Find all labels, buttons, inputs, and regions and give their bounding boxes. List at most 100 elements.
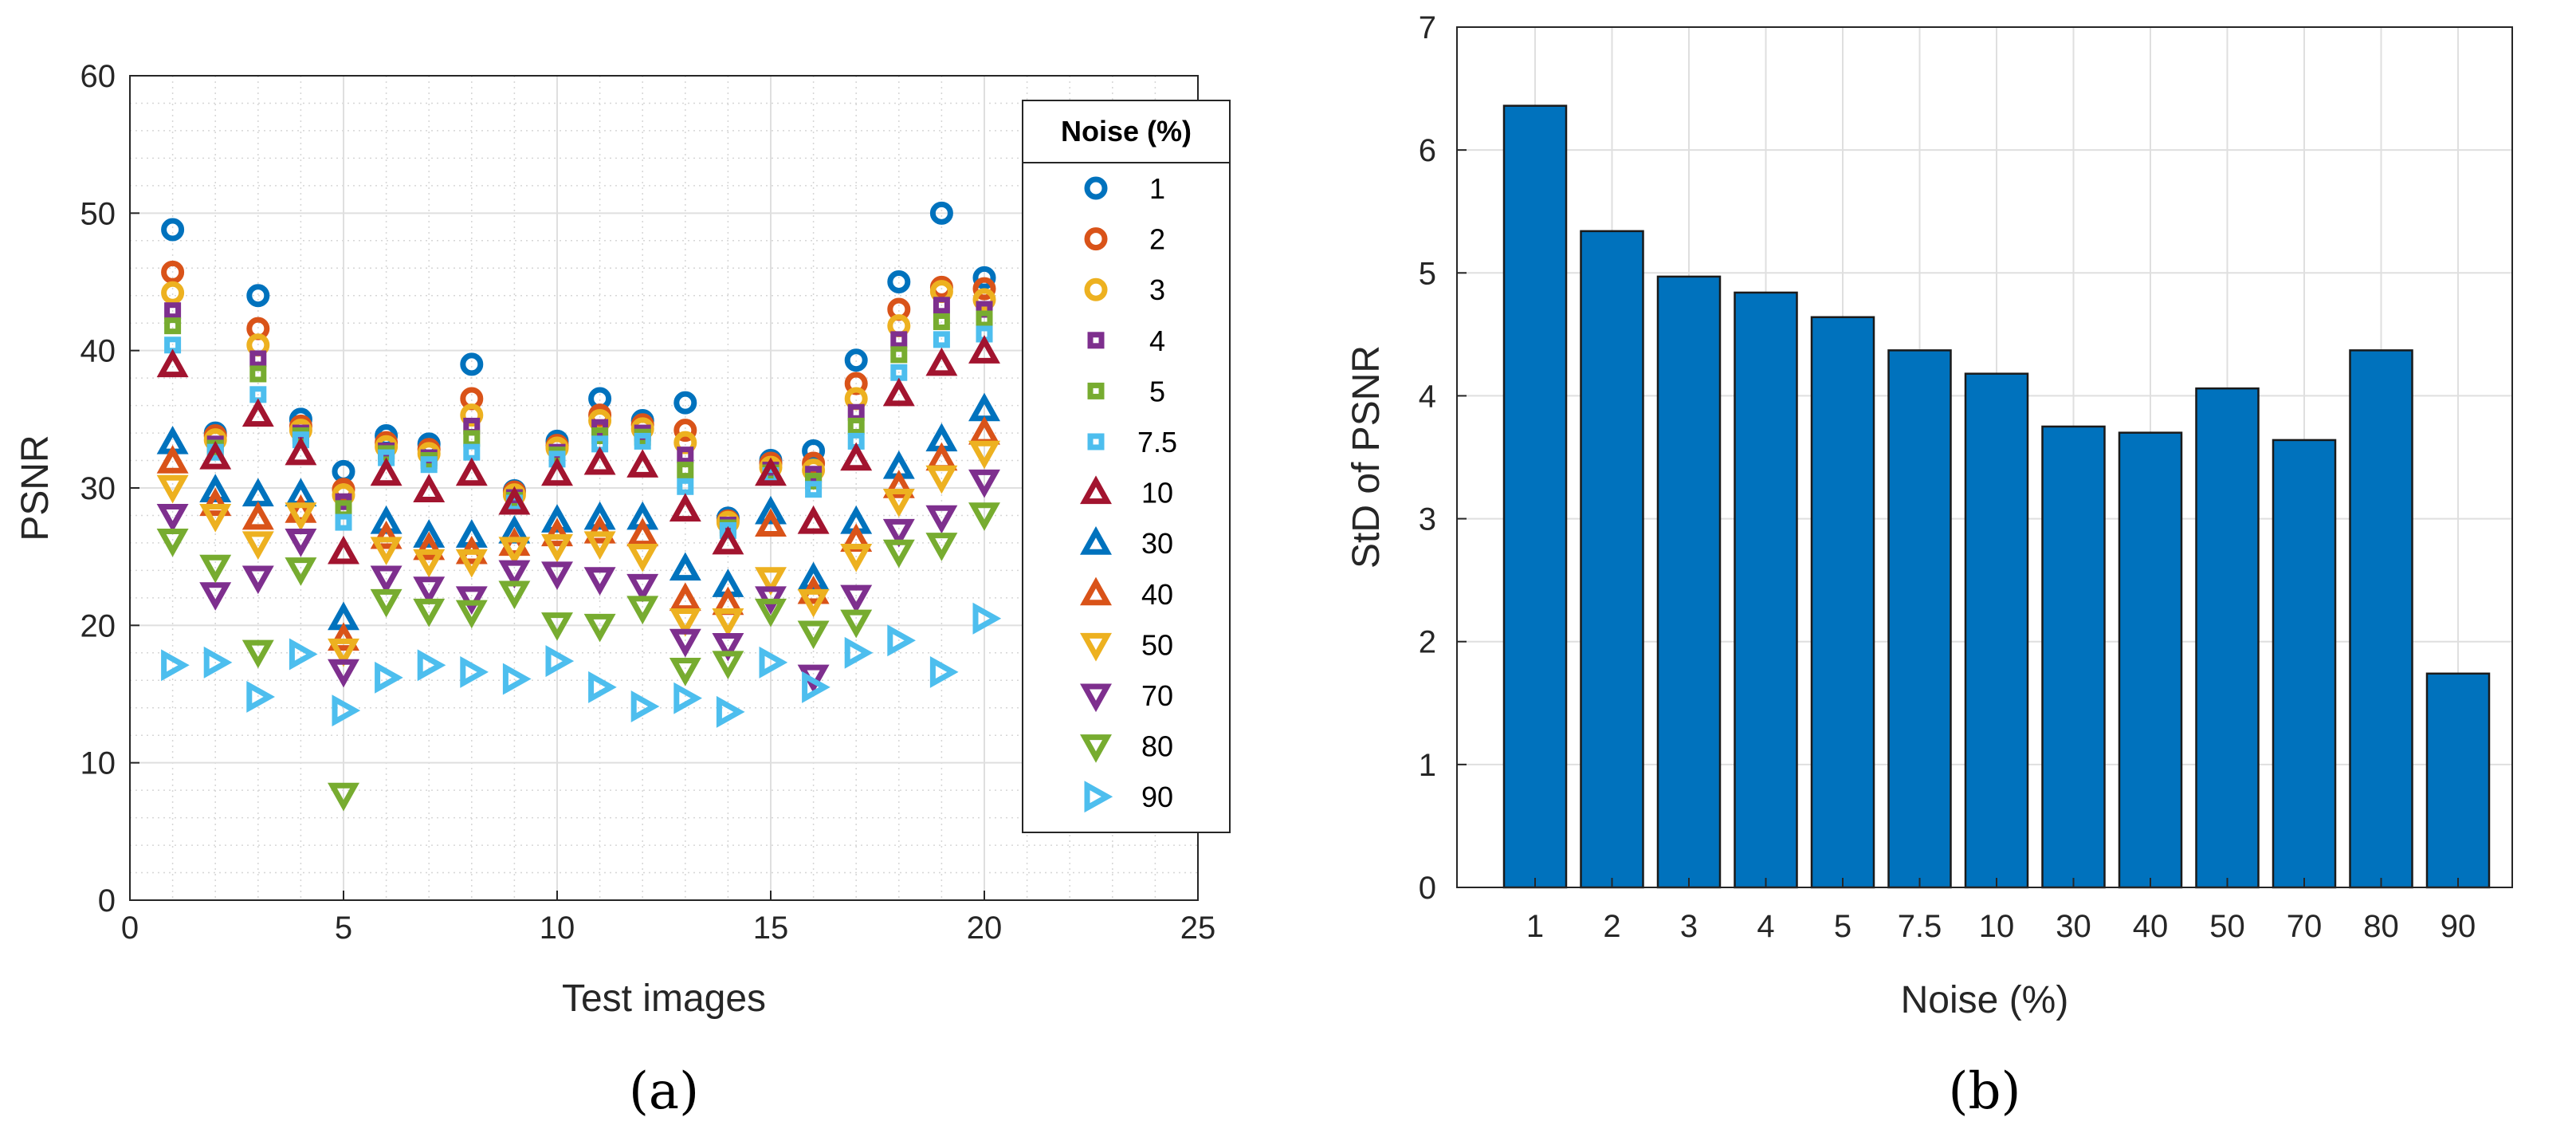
data-point <box>882 470 915 498</box>
data-point <box>460 352 484 376</box>
legend-item: 3 <box>1084 273 1165 306</box>
data-point <box>968 440 1000 470</box>
data-point <box>335 513 352 531</box>
data-point <box>755 457 787 486</box>
panel-label-a: (a) <box>629 1062 699 1121</box>
data-point <box>370 537 402 565</box>
data-point <box>630 690 660 722</box>
x-tick-label: 30 <box>2056 909 2091 944</box>
data-point <box>890 346 908 364</box>
data-point <box>933 313 950 330</box>
data-point <box>541 504 573 533</box>
x-tick-label: 90 <box>2441 909 2476 944</box>
data-point <box>541 533 573 563</box>
data-point <box>246 680 275 713</box>
data-point <box>199 487 232 517</box>
x-tick-label: 70 <box>2287 909 2323 944</box>
legend-marker <box>1080 576 1112 606</box>
data-point <box>887 270 911 293</box>
data-point <box>460 655 489 688</box>
y-tick-label: 3 <box>1419 502 1436 537</box>
bar <box>1580 230 1644 889</box>
y-tick-label: 60 <box>80 59 116 94</box>
bar <box>1964 372 2029 889</box>
data-point <box>249 350 267 368</box>
data-point <box>755 508 787 537</box>
data-point <box>840 543 873 572</box>
data-point <box>805 481 823 498</box>
data-point <box>755 567 787 596</box>
bar <box>2349 349 2413 889</box>
data-point <box>285 436 317 466</box>
data-point <box>370 520 402 549</box>
data-point <box>161 218 185 242</box>
y-axis-label-b: StD of PSNR <box>1345 345 1388 568</box>
y-tick-label: 6 <box>1419 133 1436 168</box>
data-point <box>972 288 996 312</box>
legend-label: 1 <box>1149 172 1165 205</box>
legend-label: 90 <box>1141 781 1173 813</box>
data-point <box>925 505 958 534</box>
y-tick-label: 50 <box>80 196 116 231</box>
legend-title: Noise (%) <box>1061 115 1192 148</box>
data-point <box>673 391 697 415</box>
data-point <box>797 620 830 650</box>
x-tick-label: 10 <box>1979 909 2015 944</box>
data-point <box>890 331 908 348</box>
y-tick-label: 2 <box>1419 625 1436 660</box>
data-point <box>164 317 182 335</box>
data-point <box>370 565 402 595</box>
data-point <box>673 419 697 443</box>
legend-label: 70 <box>1141 679 1173 712</box>
legend-marker <box>1084 176 1108 200</box>
legend-item: 90 <box>1084 781 1173 813</box>
data-point <box>669 493 701 522</box>
data-point <box>370 457 402 486</box>
data-point <box>328 782 359 812</box>
data-point <box>413 576 446 605</box>
legend-item: 5 <box>1087 375 1165 407</box>
data-point <box>164 302 182 320</box>
legend-item: 2 <box>1084 223 1165 256</box>
data-point <box>161 260 185 284</box>
data-point <box>328 535 359 564</box>
legend-item: 70 <box>1080 679 1173 713</box>
legend-label: 5 <box>1149 375 1165 407</box>
legend-marker <box>1087 382 1105 399</box>
data-point <box>712 525 744 555</box>
data-point <box>626 573 659 603</box>
data-point <box>976 310 993 328</box>
y-tick-label: 10 <box>80 746 116 781</box>
data-point <box>285 557 317 586</box>
x-tick-label: 5 <box>335 911 352 946</box>
legend-marker <box>1087 433 1105 450</box>
data-point <box>583 531 616 561</box>
series-noise-3 <box>161 280 996 534</box>
data-point <box>840 584 873 614</box>
data-point <box>712 608 744 637</box>
data-point <box>242 639 274 669</box>
x-tick-label: 0 <box>121 911 139 946</box>
data-point <box>413 531 446 561</box>
data-point <box>199 440 232 470</box>
panel-label-b: (b) <box>1949 1062 2021 1121</box>
data-point <box>498 527 531 557</box>
legend-items: 1 2 3 4 5 7.5 10 30 40 50 70 80 90 <box>1080 172 1177 813</box>
data-point <box>797 588 830 618</box>
data-point <box>972 266 996 289</box>
data-point <box>455 600 488 629</box>
data-point <box>541 517 573 547</box>
legend-item: 40 <box>1080 576 1173 611</box>
x-tick-label: 4 <box>1757 909 1774 944</box>
legend-label: 30 <box>1141 527 1173 560</box>
data-point <box>968 335 1000 364</box>
y-tick-label: 5 <box>1419 256 1436 291</box>
x-tick-label: 2 <box>1603 909 1620 944</box>
data-point <box>755 598 787 627</box>
data-point <box>677 446 694 464</box>
series-noise-50 <box>156 440 1000 667</box>
data-point <box>161 649 190 682</box>
data-point <box>156 445 189 474</box>
legend-label: 4 <box>1149 325 1165 357</box>
